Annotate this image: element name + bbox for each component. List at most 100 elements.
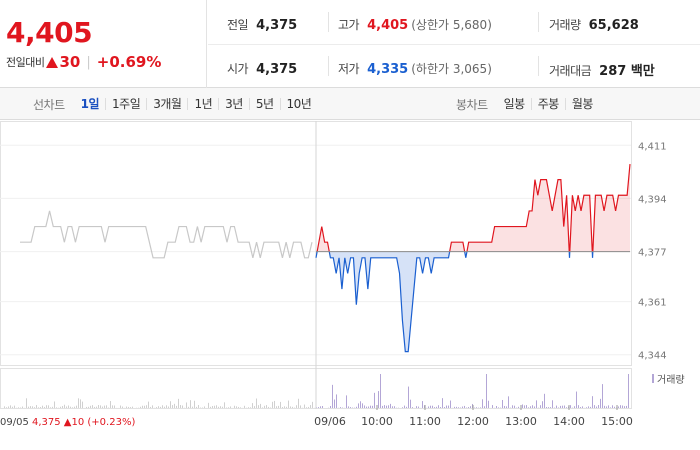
volume-bar [582, 406, 583, 408]
tab-monthly-candle[interactable]: 월봉 [571, 97, 594, 111]
volume-bar [196, 406, 197, 408]
volume-bar [164, 406, 165, 408]
today-line-down [315, 251, 594, 353]
volume-bar [300, 405, 301, 408]
prev-day-date: 09/05 [0, 417, 32, 428]
volume-bar [150, 406, 151, 408]
tab-3year[interactable]: 3년 [219, 98, 250, 110]
tab-1day[interactable]: 1일 [75, 98, 107, 110]
prev-day-change-pct: (+0.23%) [87, 417, 135, 428]
tab-daily-candle[interactable]: 일봉 [498, 98, 532, 110]
stat-value: 65,628 [588, 18, 639, 33]
volume-bar [92, 405, 93, 408]
tab-3month[interactable]: 3개월 [147, 98, 189, 110]
volume-bar [618, 406, 619, 408]
volume-bar [236, 406, 237, 408]
chart-period-tabs: 선차트 1일 1주일 3개월 1년 3년 5년 10년 봉차트 일봉 주봉 월봉 [0, 88, 700, 120]
stat-value: 4,375 [256, 18, 298, 33]
volume-bar [304, 404, 305, 408]
stat-value: 4,335 [367, 62, 409, 77]
volume-bar [562, 405, 563, 408]
stat-label: 거래량 [549, 18, 581, 32]
volume-bar [518, 406, 519, 408]
volume-bar [438, 405, 439, 408]
volume-bar [488, 400, 489, 408]
volume-bar [622, 405, 623, 408]
volume-bar [390, 403, 391, 408]
x-tick-label: 15:00 [601, 415, 633, 428]
volume-bar [252, 403, 253, 408]
price-chart[interactable]: 4,411 4,394 4,377 4,361 4,344 거래량 09/06 10:00 11… [0, 121, 700, 450]
volume-bar [248, 407, 249, 408]
tab-weekly-candle[interactable]: 주봉 [532, 98, 566, 110]
volume-bar [350, 407, 351, 408]
volume-bar [392, 406, 393, 408]
volume-bar [458, 407, 459, 408]
volume-bar [158, 406, 159, 408]
tab-1week[interactable]: 1주일 [106, 98, 148, 110]
tab-1year[interactable]: 1년 [188, 98, 220, 110]
volume-bar [530, 406, 531, 408]
volume-bar [254, 406, 255, 408]
volume-bar [590, 406, 591, 408]
volume-bar [612, 405, 613, 408]
volume-bar [152, 405, 153, 408]
volume-bar [218, 406, 219, 408]
line-chart-tabs: 선차트 1일 1주일 3개월 1년 3년 5년 10년 [33, 88, 317, 120]
volume-bar [54, 401, 55, 408]
y-tick-label: 4,394 [638, 194, 667, 205]
volume-bar [386, 405, 387, 408]
volume-bar [268, 406, 269, 408]
volume-bar [80, 399, 81, 408]
volume-bar [130, 407, 131, 408]
volume-bar [186, 402, 187, 408]
volume-bar [276, 406, 277, 408]
volume-bar [64, 404, 65, 408]
volume-bar [76, 405, 77, 408]
volume-bar [48, 405, 49, 408]
volume-bar [402, 407, 403, 408]
volume-bar [110, 401, 111, 408]
tab-5year[interactable]: 5년 [250, 98, 281, 110]
volume-bar [484, 406, 485, 408]
volume-bar [524, 405, 525, 408]
volume-bar [412, 407, 413, 408]
volume-bar [358, 403, 359, 408]
volume-bar [72, 407, 73, 408]
volume-bar [100, 405, 101, 408]
volume-bar [288, 400, 289, 408]
volume-bar [234, 405, 235, 408]
stat-volume: 거래량 65,628 [549, 16, 639, 33]
volume-legend-label: 거래량 [657, 374, 685, 386]
volume-bar [444, 406, 445, 408]
line-chart-title: 선차트 [33, 97, 65, 112]
volume-bar [588, 406, 589, 408]
volume-bar [256, 398, 257, 408]
volume-bar [66, 406, 67, 408]
volume-bar [430, 405, 431, 408]
volume-bar [56, 407, 57, 408]
volume-bar [12, 406, 13, 408]
volume-bar [148, 401, 149, 408]
volume-bar [32, 406, 33, 408]
volume-bar [88, 406, 89, 408]
volume-bar [70, 406, 71, 408]
volume-bar [566, 407, 567, 408]
volume-bar [322, 406, 323, 408]
volume-bar [188, 406, 189, 408]
volume-bar [620, 405, 621, 408]
volume-bar [198, 405, 199, 408]
volume-bar [278, 405, 279, 408]
volume-bar [46, 405, 47, 408]
stat-label: 저가 [338, 62, 360, 76]
volume-bar [528, 407, 529, 408]
volume-bar [334, 399, 335, 408]
change-percent: +0.69% [96, 53, 162, 71]
volume-bar [160, 406, 161, 408]
volume-bar [258, 405, 259, 408]
volume-bar [298, 398, 299, 408]
volume-bar [144, 405, 145, 408]
tab-10year[interactable]: 10년 [286, 97, 312, 111]
volume-bar [372, 405, 373, 408]
volume-bar [176, 405, 177, 408]
